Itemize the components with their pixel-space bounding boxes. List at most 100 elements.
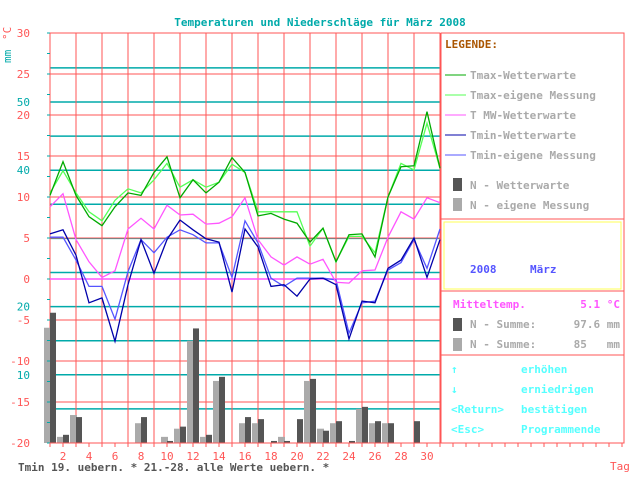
precip-bar-ww	[388, 423, 394, 443]
x-tick-label: 30	[420, 450, 433, 463]
precip-bar-own	[278, 436, 285, 443]
precip-bar-ww	[271, 440, 277, 443]
legend-item-tmin-own: Tmin-eigene Messung	[470, 149, 596, 162]
x-tick-label: 2	[60, 450, 67, 463]
sum-value-own: 85 mm	[574, 338, 621, 351]
period-month: März	[530, 263, 557, 276]
series-line-t-mw-wetterwarte	[49, 192, 441, 284]
temp-tick-label: 25	[17, 68, 30, 81]
precip-tick-label: 20	[17, 301, 30, 314]
legend-item-tmw: T MW-Wetterwarte	[470, 109, 576, 122]
series-line-tmax-eigene-messung	[49, 120, 441, 264]
precip-bar-own	[330, 423, 337, 443]
x-tick-label: 28	[394, 450, 407, 463]
precip-bar-ww	[245, 417, 251, 443]
legend-item-tmax-own: Tmax-eigene Messung	[470, 89, 596, 102]
action-increase[interactable]: erhöhen	[521, 363, 567, 376]
precip-bar-ww	[193, 328, 199, 443]
legend-panel: LEGENDE: Tmax-Wetterwarte Tmax-eigene Me…	[440, 32, 625, 444]
x-tick-label: 24	[342, 450, 356, 463]
precip-bar-ww	[310, 378, 316, 443]
precip-bars	[44, 312, 420, 443]
precip-bar-ww	[63, 434, 69, 443]
precip-bar-ww	[76, 417, 82, 443]
precip-bar-ww	[375, 421, 381, 443]
footer-note: Tmin 19. uebern. * 21.-28. alle Werte ue…	[18, 461, 329, 474]
grid	[49, 32, 441, 444]
x-tick-label: 20	[290, 450, 303, 463]
legend-swatch-precip-ww	[453, 178, 462, 191]
series-line-tmax-wetterwarte	[49, 111, 441, 264]
mean-temp-label: Mitteltemp.	[453, 298, 526, 311]
precip-bar-own	[187, 340, 194, 443]
precip-axis-unit: mm	[1, 49, 14, 63]
precip-bar-ww	[349, 440, 355, 443]
precip-bar-own	[200, 436, 207, 443]
temp-tick-label: -15	[10, 396, 30, 409]
precip-bar-own	[174, 428, 181, 443]
precip-bar-own	[57, 436, 64, 443]
x-tick-label: 16	[238, 450, 251, 463]
temp-axis-unit: °C	[1, 27, 14, 40]
precip-bar-ww	[50, 312, 56, 443]
x-tick-label: 8	[138, 450, 145, 463]
precip-bar-own	[382, 423, 389, 443]
x-tick-label: 4	[86, 450, 93, 463]
sum-label-own: N - Summe:	[470, 338, 536, 351]
period-year: 2008	[470, 263, 497, 276]
legend-item-precip-ww: N - Wetterwarte	[470, 179, 570, 192]
precip-bar-own	[252, 423, 259, 443]
chart-title: Temperaturen und Niederschläge für März …	[174, 16, 465, 29]
temp-tick-label: 20	[17, 109, 30, 122]
sum-label-ww: N - Summe:	[470, 318, 536, 331]
legend-item-tmax-ww: Tmax-Wetterwarte	[470, 69, 576, 82]
temp-tick-label: 10	[17, 191, 30, 204]
action-confirm[interactable]: bestätigen	[521, 403, 587, 416]
x-tick-label: 12	[186, 450, 199, 463]
sum-swatch-ww	[453, 318, 462, 331]
precip-bar-ww	[362, 406, 368, 443]
legend-panel-border	[440, 32, 625, 444]
key-up[interactable]: ↑	[451, 363, 458, 376]
precip-bar-ww	[180, 426, 186, 443]
precip-tick-label: 10	[17, 369, 30, 382]
precip-bar-own	[239, 423, 246, 443]
temp-tick-label: 5	[23, 232, 30, 245]
precip-bar-own	[304, 380, 311, 443]
precip-bar-own	[317, 428, 324, 443]
action-decrease[interactable]: erniedrigen	[521, 383, 594, 396]
period-box	[443, 221, 622, 290]
legend-item-precip-own: N - eigene Messung	[470, 199, 589, 212]
key-down[interactable]: ↓	[451, 383, 458, 396]
precip-bar-own	[44, 327, 51, 443]
temp-tick-label: 15	[17, 150, 30, 163]
mean-temp-value: 5.1 °C	[580, 298, 620, 311]
temp-tick-label: -5	[17, 314, 30, 327]
x-tick-label: 14	[212, 450, 226, 463]
series-line-tmin-wetterwarte	[49, 219, 441, 344]
precip-bar-ww	[284, 440, 290, 443]
precip-tick-label: 40	[17, 164, 30, 177]
temperature-lines	[49, 111, 441, 344]
action-exit[interactable]: Programmende	[521, 423, 601, 436]
temp-tick-label: -10	[10, 355, 30, 368]
x-tick-label: 18	[264, 450, 277, 463]
precip-tick-label: 50	[17, 96, 30, 109]
x-axis-label: Tag	[610, 460, 630, 473]
key-return[interactable]: <Return>	[451, 403, 504, 416]
temp-tick-label: 0	[23, 273, 30, 286]
precip-bar-ww	[323, 430, 329, 443]
precip-bar-ww	[167, 440, 173, 443]
precip-bar-own	[369, 423, 376, 443]
x-tick-label: 10	[160, 450, 173, 463]
legend-item-tmin-ww: Tmin-Wetterwarte	[470, 129, 576, 142]
sum-swatch-own	[453, 338, 462, 351]
precip-bar-ww	[258, 419, 264, 443]
x-tick-label: 22	[316, 450, 329, 463]
sum-value-ww: 97.6 mm	[574, 318, 621, 331]
precip-bar-own	[135, 423, 142, 443]
precip-bar-ww	[219, 376, 225, 443]
precip-bar-ww	[141, 417, 147, 443]
key-esc[interactable]: <Esc>	[451, 423, 484, 436]
